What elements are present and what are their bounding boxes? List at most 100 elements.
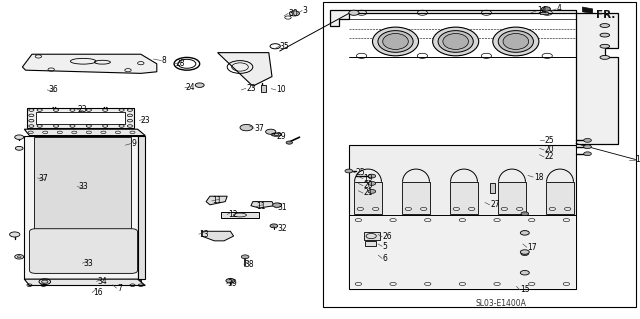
Text: 8: 8 [162, 56, 166, 65]
Bar [490, 183, 495, 193]
Bar [323, 2, 636, 307]
Ellipse shape [443, 33, 468, 49]
Ellipse shape [372, 27, 419, 56]
Text: 20: 20 [364, 181, 373, 190]
FancyBboxPatch shape [29, 229, 138, 273]
Circle shape [15, 135, 24, 139]
Bar [364, 232, 380, 240]
Circle shape [241, 255, 249, 259]
Circle shape [368, 182, 376, 185]
Text: 11: 11 [257, 202, 266, 211]
Ellipse shape [378, 31, 413, 52]
Text: 18: 18 [534, 173, 543, 182]
Ellipse shape [600, 44, 609, 48]
Polygon shape [27, 108, 134, 128]
Polygon shape [34, 137, 131, 271]
Circle shape [10, 232, 20, 237]
Text: 25: 25 [356, 168, 365, 177]
Polygon shape [582, 7, 593, 13]
Text: 24: 24 [186, 83, 195, 92]
Bar [540, 12, 548, 14]
Bar [261, 85, 266, 92]
Text: 30: 30 [289, 9, 298, 18]
Polygon shape [498, 182, 526, 214]
Polygon shape [251, 202, 274, 208]
Text: 21: 21 [364, 189, 373, 197]
Text: 23: 23 [77, 105, 87, 114]
Text: 39: 39 [227, 279, 237, 288]
Text: 20: 20 [545, 145, 554, 154]
Circle shape [195, 83, 204, 87]
Text: 11: 11 [212, 197, 222, 205]
Text: 17: 17 [527, 243, 537, 252]
Text: 9: 9 [132, 139, 137, 148]
Circle shape [270, 224, 278, 228]
Text: SL03-E1400A: SL03-E1400A [476, 299, 527, 308]
Text: 25: 25 [545, 136, 554, 145]
Polygon shape [24, 129, 145, 136]
Text: 15: 15 [520, 285, 530, 294]
Circle shape [240, 124, 253, 131]
Ellipse shape [433, 27, 479, 56]
Text: 33: 33 [83, 259, 93, 268]
Circle shape [584, 138, 591, 142]
Text: 37: 37 [38, 174, 48, 182]
Circle shape [42, 280, 48, 283]
Text: 28: 28 [175, 59, 185, 68]
Circle shape [541, 7, 550, 11]
Ellipse shape [499, 31, 534, 52]
Text: 23: 23 [246, 84, 256, 93]
Circle shape [266, 129, 276, 134]
Circle shape [286, 141, 292, 144]
Polygon shape [402, 182, 430, 214]
Text: FR.: FR. [596, 10, 616, 20]
Circle shape [520, 231, 529, 235]
Text: 7: 7 [117, 284, 122, 293]
Circle shape [520, 250, 529, 254]
Text: 35: 35 [280, 42, 289, 51]
Text: 34: 34 [97, 277, 107, 286]
Ellipse shape [438, 31, 474, 52]
Polygon shape [330, 10, 618, 144]
Polygon shape [450, 182, 478, 214]
Circle shape [15, 255, 24, 259]
Polygon shape [218, 53, 272, 86]
Polygon shape [221, 212, 259, 218]
Circle shape [289, 11, 300, 16]
Text: 13: 13 [200, 230, 209, 239]
Text: 23: 23 [140, 116, 150, 125]
Ellipse shape [600, 24, 609, 27]
Text: 6: 6 [383, 254, 388, 263]
Text: 31: 31 [277, 204, 287, 212]
Text: 12: 12 [228, 210, 237, 219]
Text: 37: 37 [255, 124, 264, 133]
Text: 5: 5 [383, 242, 388, 251]
Circle shape [345, 169, 353, 173]
Polygon shape [24, 136, 138, 279]
Circle shape [584, 152, 591, 156]
Text: 38: 38 [244, 260, 254, 269]
Text: 10: 10 [276, 85, 286, 94]
Text: 4: 4 [557, 4, 562, 13]
Circle shape [521, 252, 529, 256]
Ellipse shape [493, 27, 539, 56]
Text: 16: 16 [93, 288, 102, 297]
Polygon shape [206, 196, 227, 205]
Ellipse shape [600, 56, 609, 59]
Circle shape [521, 212, 529, 216]
Bar [365, 241, 376, 246]
Text: 26: 26 [383, 232, 392, 241]
Circle shape [521, 231, 529, 235]
Circle shape [15, 146, 23, 150]
Circle shape [226, 278, 235, 283]
Polygon shape [22, 54, 157, 73]
Text: 27: 27 [490, 200, 500, 209]
Text: 14: 14 [537, 6, 547, 15]
Text: 33: 33 [78, 182, 88, 191]
Ellipse shape [383, 33, 408, 49]
Text: 22: 22 [545, 152, 554, 161]
Text: 36: 36 [48, 85, 58, 94]
Circle shape [368, 174, 376, 178]
Circle shape [349, 10, 359, 15]
Text: 29: 29 [276, 132, 286, 141]
